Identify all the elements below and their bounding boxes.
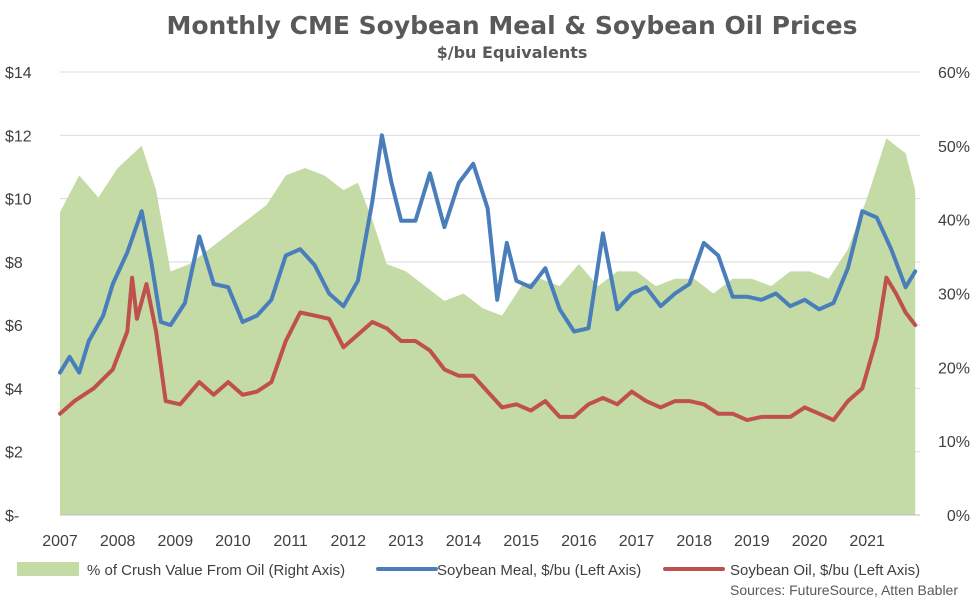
y-right-tick-label: 0% bbox=[947, 508, 970, 525]
area-layer bbox=[60, 138, 916, 515]
chart-subtitle: $/bu Equivalents bbox=[437, 43, 588, 62]
chart-title: Monthly CME Soybean Meal & Soybean Oil P… bbox=[166, 11, 857, 40]
y-left-tick-label: $10 bbox=[5, 192, 32, 209]
source-note: Sources: FutureSource, Atten Babler bbox=[730, 582, 958, 598]
y-left-tick-label: $6 bbox=[5, 318, 23, 335]
legend-label: Soybean Meal, $/bu (Left Axis) bbox=[437, 562, 641, 579]
y-left-tick-label: $- bbox=[5, 508, 19, 525]
series-area bbox=[60, 138, 916, 515]
x-tick-label: 2010 bbox=[215, 533, 251, 550]
x-tick-label: 2017 bbox=[619, 533, 655, 550]
y-left-tick-label: $8 bbox=[5, 255, 23, 272]
x-tick-label: 2019 bbox=[734, 533, 770, 550]
y-left-tick-label: $14 bbox=[5, 65, 32, 82]
x-tick-label: 2021 bbox=[849, 533, 885, 550]
x-tick-label: 2008 bbox=[100, 533, 136, 550]
legend-swatch bbox=[17, 562, 79, 576]
y-right-tick-label: 30% bbox=[938, 287, 970, 304]
y-right-tick-label: 60% bbox=[938, 65, 970, 82]
y-right-tick-label: 40% bbox=[938, 213, 970, 230]
axes: $- $2 $4 $6 $8 $10 $12 $14 0% 10% 20% 30% 40% 50% 60% 2… bbox=[5, 65, 970, 550]
series-line bbox=[58, 133, 918, 375]
x-tick-label: 2009 bbox=[158, 533, 194, 550]
series-line bbox=[58, 275, 918, 423]
legend-label: Soybean Oil, $/bu (Left Axis) bbox=[730, 562, 920, 579]
x-tick-label: 2012 bbox=[330, 533, 366, 550]
y-left-tick-label: $4 bbox=[5, 381, 23, 398]
x-tick-label: 2007 bbox=[42, 533, 78, 550]
legend: % of Crush Value From Oil (Right Axis) So… bbox=[17, 562, 920, 579]
y-right-tick-label: 10% bbox=[938, 434, 970, 451]
x-tick-label: 2011 bbox=[273, 533, 308, 550]
x-tick-label: 2013 bbox=[388, 533, 424, 550]
x-tick-label: 2020 bbox=[792, 533, 828, 550]
legend-label: % of Crush Value From Oil (Right Axis) bbox=[87, 562, 345, 579]
y-right-tick-label: 50% bbox=[938, 139, 970, 156]
y-left-tick-label: $2 bbox=[5, 445, 23, 462]
x-tick-label: 2015 bbox=[503, 533, 539, 550]
x-tick-label: 2014 bbox=[446, 533, 482, 550]
x-tick-label: 2016 bbox=[561, 533, 597, 550]
line-layer bbox=[58, 133, 918, 423]
y-right-tick-label: 20% bbox=[938, 360, 970, 377]
x-tick-label: 2018 bbox=[676, 533, 712, 550]
y-left-tick-label: $12 bbox=[5, 128, 32, 145]
